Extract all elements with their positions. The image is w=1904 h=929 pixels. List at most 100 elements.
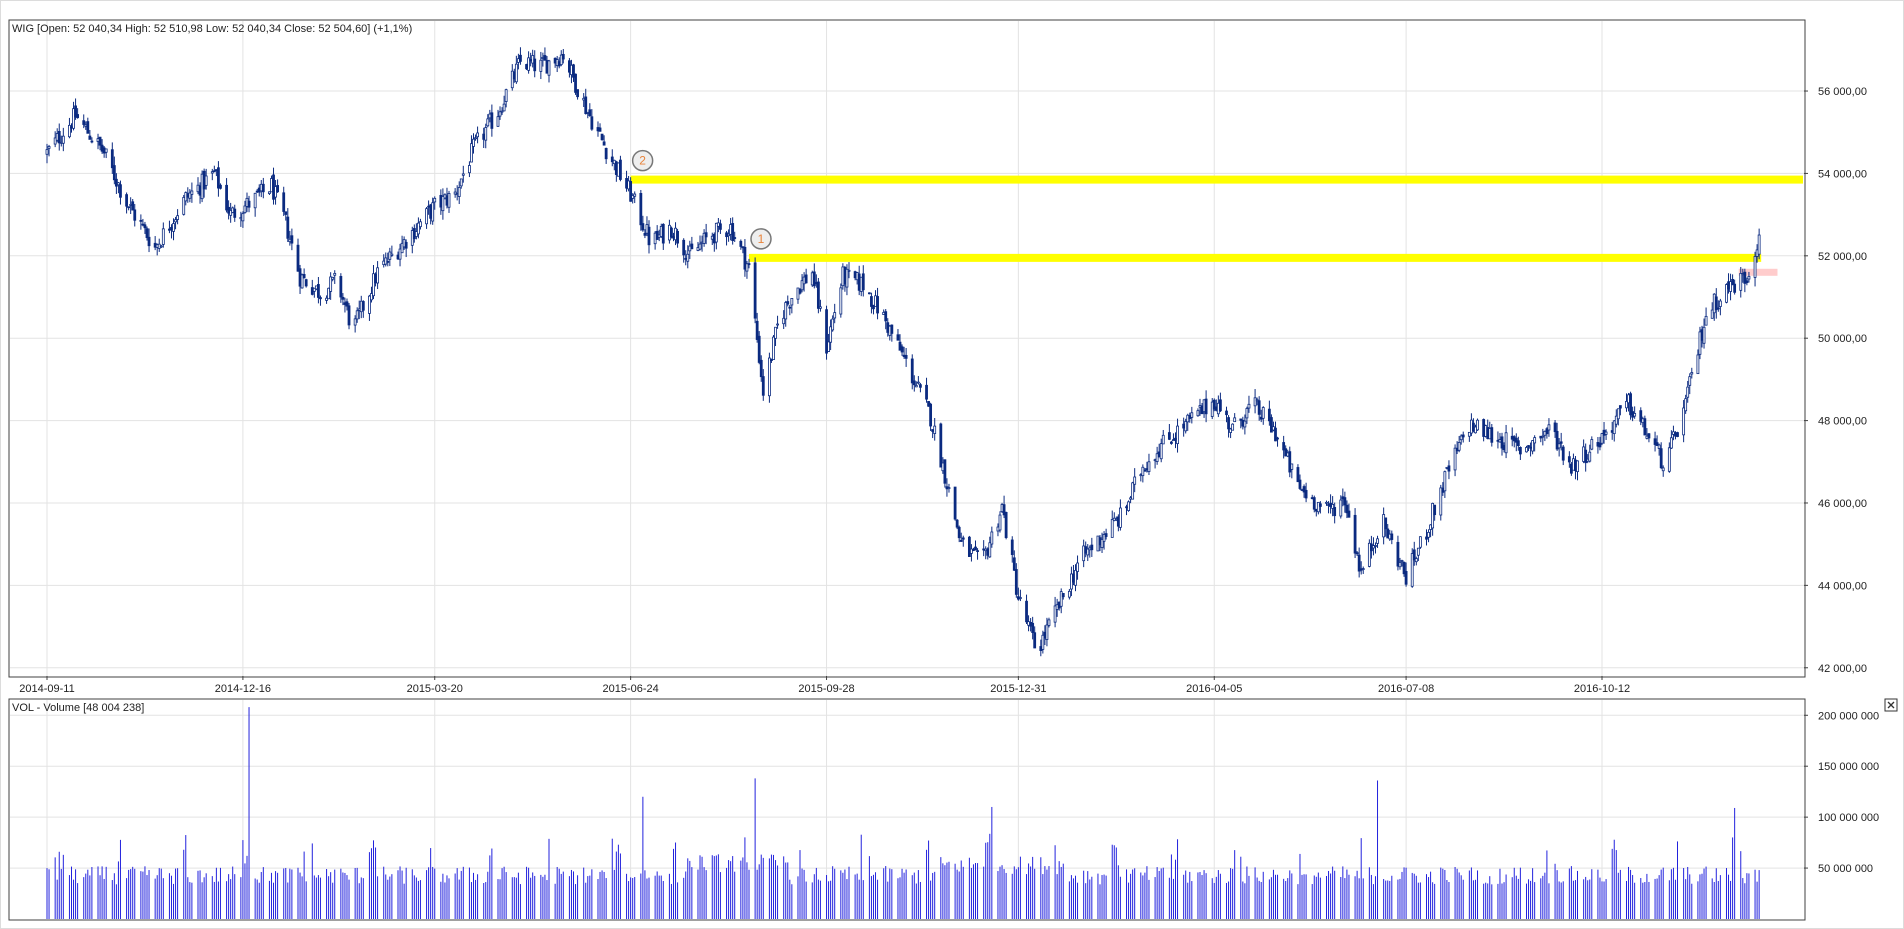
candle (1584, 443, 1588, 472)
candle (1518, 446, 1522, 460)
candle (53, 131, 57, 148)
candle (68, 117, 71, 139)
candle (188, 189, 192, 203)
candle (870, 292, 873, 314)
price-tick-label: 42 000,00 (1818, 663, 1867, 675)
candle (61, 127, 65, 152)
candle (929, 402, 933, 431)
candle (1702, 318, 1706, 349)
candle (1353, 508, 1357, 559)
candle (1747, 271, 1751, 283)
candle (1427, 529, 1430, 543)
candle (1718, 298, 1722, 316)
candle (1243, 414, 1247, 435)
candle (1127, 500, 1130, 512)
candle (845, 264, 849, 296)
candle (619, 155, 622, 182)
candle (174, 216, 177, 230)
candle (1276, 436, 1279, 447)
candle (300, 273, 304, 289)
candle (1312, 495, 1316, 513)
candle (1553, 420, 1557, 438)
candle (1690, 367, 1694, 379)
candle (457, 181, 461, 205)
candle (631, 193, 635, 204)
candle (504, 88, 508, 108)
candle (910, 354, 914, 390)
candle (1647, 433, 1651, 443)
candle (670, 226, 673, 239)
candle (468, 161, 471, 178)
volume-bars (46, 707, 1760, 919)
price-tick-label: 54 000,00 (1818, 168, 1867, 180)
candle (1229, 427, 1232, 439)
candle (490, 104, 494, 137)
candle (598, 123, 602, 132)
time-tick-label: 2015-03-20 (407, 683, 463, 695)
candle (1284, 445, 1288, 457)
candle (304, 278, 308, 288)
candle (290, 228, 294, 251)
candle (1288, 446, 1292, 478)
candle (1076, 555, 1079, 580)
candle (588, 103, 592, 117)
candle (970, 544, 973, 562)
candle (1033, 626, 1037, 649)
candle (661, 223, 665, 250)
candle (1504, 424, 1508, 459)
candle (1331, 496, 1335, 517)
candle (1616, 408, 1620, 426)
candles (45, 47, 1761, 657)
candle (1012, 550, 1016, 571)
candle (1541, 428, 1545, 446)
candle (629, 177, 633, 202)
candle (833, 303, 837, 324)
candle (1743, 268, 1747, 293)
candle (1212, 398, 1216, 412)
candle (86, 117, 90, 134)
candle (404, 239, 408, 258)
candle (161, 222, 165, 248)
candle (527, 51, 531, 74)
candle (1155, 446, 1159, 465)
candle (1357, 547, 1361, 578)
candle (386, 252, 390, 267)
candle (1598, 436, 1602, 451)
candle (1657, 443, 1661, 456)
candle (514, 55, 518, 84)
candle (147, 228, 151, 253)
candle (610, 149, 614, 167)
candle (1643, 415, 1647, 436)
candle (98, 136, 102, 151)
candle (1661, 465, 1665, 477)
candle (474, 134, 477, 141)
candle (1104, 528, 1108, 540)
candle (1629, 391, 1632, 420)
candle (602, 135, 606, 146)
candle (831, 315, 835, 332)
candle (1398, 557, 1402, 570)
candle (1639, 407, 1643, 426)
candle (353, 315, 357, 333)
time-tick-label: 2015-09-28 (798, 683, 854, 695)
candle (159, 244, 163, 249)
time-tick-label: 2016-10-12 (1574, 683, 1630, 695)
annotation-marker (750, 228, 772, 250)
volume-tick-label: 150 000 000 (1818, 761, 1879, 773)
candle (1461, 431, 1465, 443)
candle (1710, 302, 1714, 319)
candle (1010, 536, 1014, 563)
candle (1525, 445, 1528, 453)
candle (333, 270, 337, 284)
candle (739, 239, 743, 250)
price-tick-label: 50 000,00 (1818, 333, 1867, 345)
candle (800, 274, 804, 293)
close-icon[interactable] (1884, 698, 1898, 712)
candle (1061, 593, 1065, 600)
candle (225, 178, 228, 213)
candle (498, 106, 502, 120)
candle (172, 218, 175, 241)
candle (1704, 307, 1708, 326)
candle (1014, 563, 1018, 598)
